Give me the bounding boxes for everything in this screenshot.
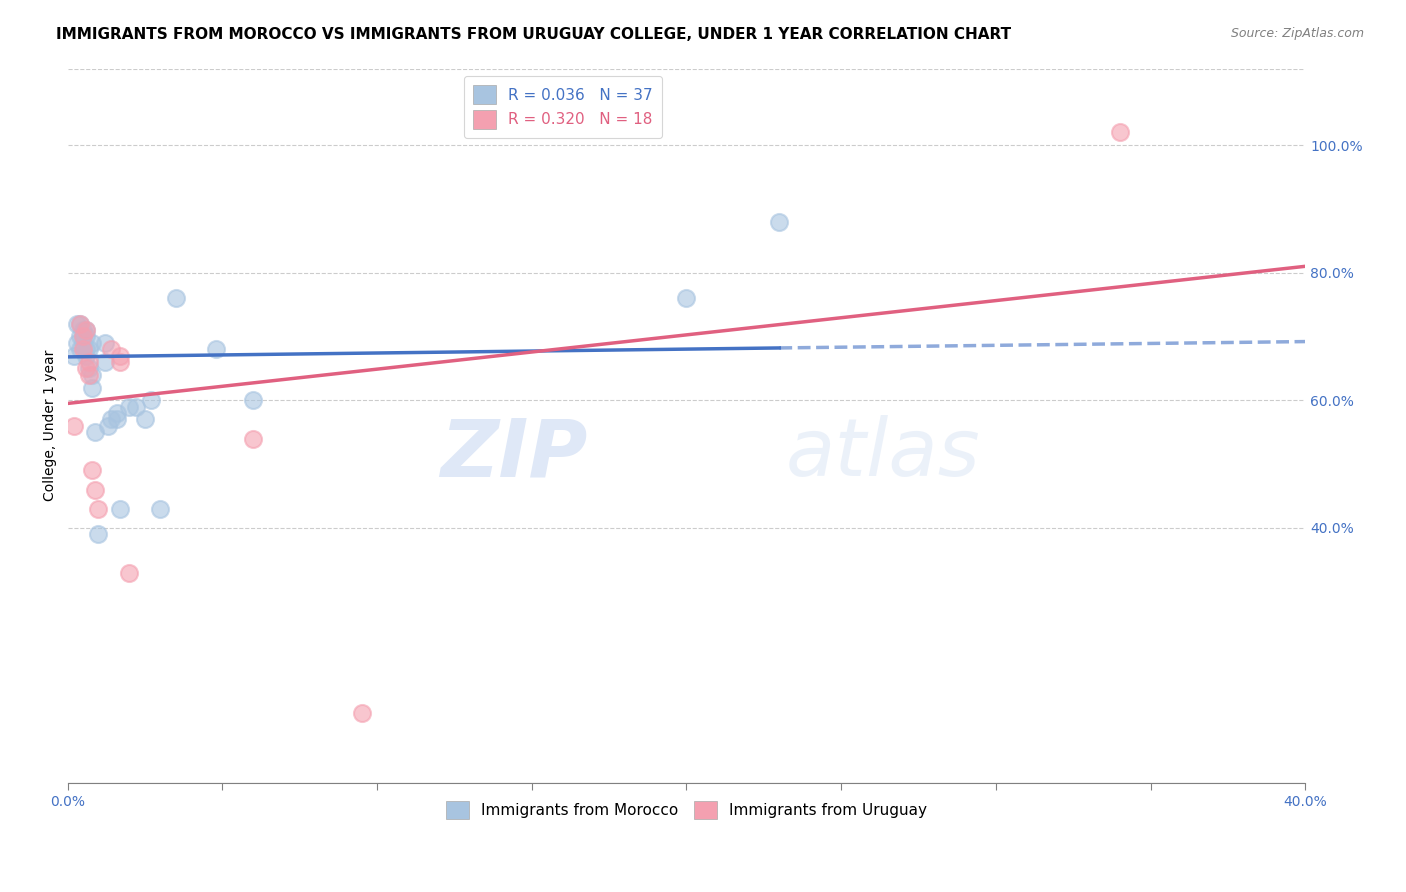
Legend: Immigrants from Morocco, Immigrants from Uruguay: Immigrants from Morocco, Immigrants from… [440, 795, 934, 825]
Text: ZIP: ZIP [440, 416, 588, 493]
Point [75, 323, 97, 337]
Point [82, 368, 104, 382]
Point [768, 214, 790, 228]
Point [675, 291, 697, 305]
Point [118, 400, 141, 414]
Point [350, 706, 373, 720]
Point [72, 329, 94, 343]
Point [75, 329, 97, 343]
Point [77, 361, 100, 376]
Point [205, 343, 228, 357]
Point [93, 355, 115, 369]
Point [118, 566, 141, 580]
Point [72, 323, 94, 337]
Point [82, 380, 104, 394]
Point [100, 412, 122, 426]
Point [77, 343, 100, 357]
Text: Source: ZipAtlas.com: Source: ZipAtlas.com [1230, 27, 1364, 40]
Point [69, 329, 91, 343]
Point [124, 400, 146, 414]
Point [62, 349, 84, 363]
Point [72, 343, 94, 357]
Point [100, 343, 122, 357]
Text: IMMIGRANTS FROM MOROCCO VS IMMIGRANTS FROM URUGUAY COLLEGE, UNDER 1 YEAR CORRELA: IMMIGRANTS FROM MOROCCO VS IMMIGRANTS FR… [56, 27, 1011, 42]
Point [75, 323, 97, 337]
Point [108, 349, 131, 363]
Point [77, 368, 100, 382]
Point [242, 393, 264, 408]
Point [1108, 125, 1130, 139]
Point [75, 343, 97, 357]
Point [66, 335, 89, 350]
Point [75, 349, 97, 363]
Point [72, 329, 94, 343]
Point [134, 412, 156, 426]
Point [72, 335, 94, 350]
Y-axis label: College, Under 1 year: College, Under 1 year [44, 350, 58, 501]
Point [108, 355, 131, 369]
Point [108, 501, 131, 516]
Point [84, 483, 107, 497]
Point [62, 418, 84, 433]
Point [69, 317, 91, 331]
Point [97, 418, 120, 433]
Point [84, 425, 107, 439]
Text: atlas: atlas [786, 416, 980, 493]
Point [105, 412, 128, 426]
Point [139, 393, 162, 408]
Point [105, 406, 128, 420]
Point [165, 291, 187, 305]
Point [75, 361, 97, 376]
Point [87, 527, 110, 541]
Point [82, 335, 104, 350]
Point [242, 432, 264, 446]
Point [69, 343, 91, 357]
Point [87, 501, 110, 516]
Point [66, 317, 89, 331]
Point [93, 335, 115, 350]
Point [77, 355, 100, 369]
Point [69, 317, 91, 331]
Point [82, 463, 104, 477]
Point [149, 501, 172, 516]
